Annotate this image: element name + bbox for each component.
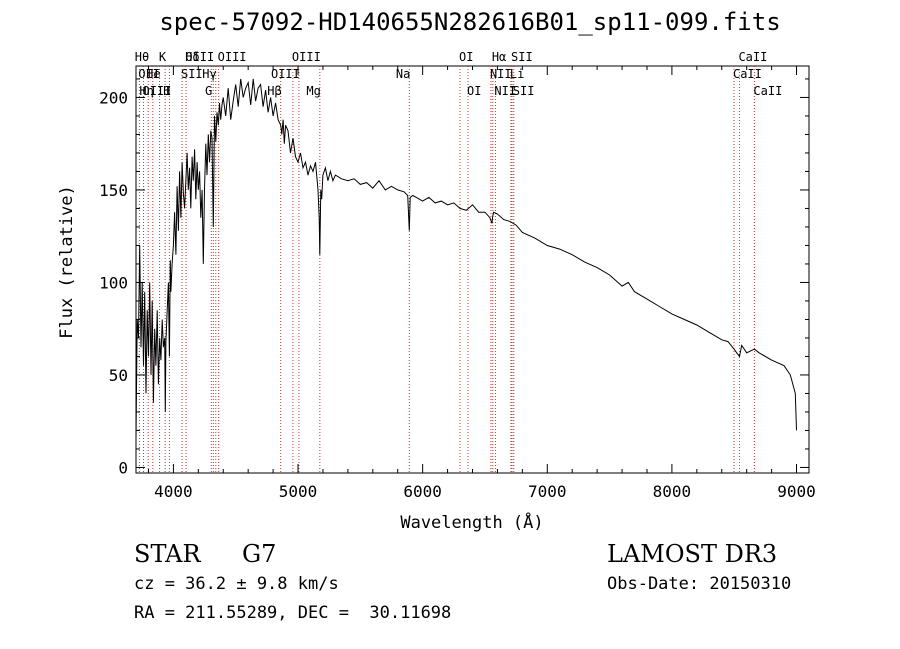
line-label: OIII xyxy=(218,50,247,64)
line-label: OIII xyxy=(271,67,300,81)
line-label: Hγ xyxy=(202,67,216,81)
redshift-value: cz = 36.2 ± 9.8 km/s xyxy=(134,574,339,594)
x-tick-label: 4000 xyxy=(154,482,193,501)
axis-ticks xyxy=(136,66,809,473)
line-label: Hη xyxy=(139,84,153,98)
line-label: NII xyxy=(490,67,512,81)
line-label: Hα xyxy=(492,50,506,64)
y-tick-label: 50 xyxy=(109,366,128,385)
x-tick-label: 8000 xyxy=(653,482,692,501)
line-label: H xyxy=(163,84,170,98)
x-tick-label: 6000 xyxy=(403,482,442,501)
spectral-line-labels: HθOIIOIIIHηHeKHSIIHδOIIIHγGOIIIHβOIIIOII… xyxy=(135,50,783,98)
line-label: CaII xyxy=(733,67,762,81)
plot-frame xyxy=(135,65,810,474)
y-tick-label: 150 xyxy=(99,181,128,200)
line-label: K xyxy=(159,50,167,64)
x-tick-label: 5000 xyxy=(279,482,318,501)
x-tick-label: 7000 xyxy=(528,482,567,501)
line-label: OI xyxy=(467,84,481,98)
line-label: OII xyxy=(138,67,160,81)
spectrum-line xyxy=(135,78,797,440)
line-label: Hδ xyxy=(185,50,199,64)
axis-tick-labels: 4000 5000 6000 7000 8000 9000 0 50 100 150 200 xyxy=(99,88,816,501)
x-axis-label: Wavelength (Å) xyxy=(400,511,543,533)
spectral-line-markers xyxy=(138,66,755,473)
object-subclass: G7 xyxy=(242,540,277,568)
line-label: CaII xyxy=(738,50,767,64)
y-tick-label: 100 xyxy=(99,273,128,292)
line-label: G xyxy=(205,84,212,98)
x-tick-label: 9000 xyxy=(777,482,816,501)
observation-date: Obs-Date: 20150310 xyxy=(607,574,792,594)
line-label: Na xyxy=(396,67,410,81)
coordinates: RA = 211.55289, DEC = 30.11698 xyxy=(134,603,452,623)
line-label: SII xyxy=(181,67,203,81)
chart-title: spec-57092-HD140655N282616B01_sp11-099.f… xyxy=(159,8,781,36)
line-label: Hθ xyxy=(135,50,149,64)
line-label: OIII xyxy=(292,50,321,64)
line-label: OIII xyxy=(185,50,214,64)
line-label: CaII xyxy=(753,84,782,98)
line-label: SII xyxy=(511,50,533,64)
y-tick-label: 200 xyxy=(99,88,128,107)
survey-name: LAMOST DR3 xyxy=(607,540,778,568)
line-label: Hβ xyxy=(267,84,281,98)
y-tick-label: 0 xyxy=(118,458,128,477)
line-label: He xyxy=(146,67,160,81)
y-axis-label: Flux (relative) xyxy=(57,185,77,339)
line-label: Li xyxy=(510,67,524,81)
line-label: NII xyxy=(494,84,516,98)
line-label: SII xyxy=(513,84,535,98)
line-label: OI xyxy=(459,50,473,64)
line-label: Mg xyxy=(306,84,320,98)
object-class: STAR xyxy=(134,540,201,568)
line-label: OIII xyxy=(142,84,171,98)
